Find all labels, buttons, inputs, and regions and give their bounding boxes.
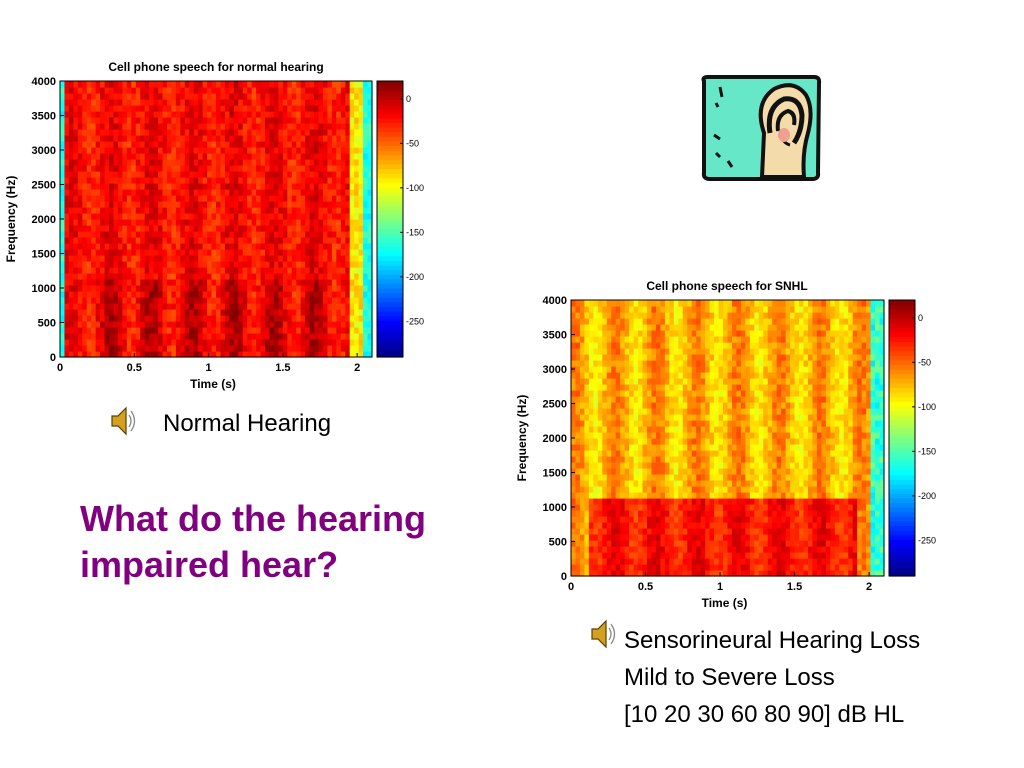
y-tick-label: 0 [561, 571, 567, 583]
x-tick-label: 0.5 [127, 362, 142, 374]
y-axis-label: Frequency (Hz) [515, 395, 529, 482]
colorbar-tick-label: 0 [406, 94, 411, 104]
y-tick-label: 1000 [543, 502, 567, 514]
colorbar-tick-label: -200 [918, 491, 936, 501]
y-tick-label: 4000 [32, 76, 56, 88]
y-tick-label: 3500 [32, 111, 56, 123]
ear-icon [701, 75, 822, 181]
x-tick-label: 1.5 [275, 362, 290, 374]
y-tick-label: 500 [38, 318, 56, 330]
y-tick-label: 2500 [543, 399, 567, 411]
y-tick-label: 3500 [543, 330, 567, 342]
y-tick-label: 1500 [543, 468, 567, 480]
x-tick-label: 0 [568, 581, 574, 593]
colorbar-tick-label: -150 [406, 227, 424, 237]
colorbar-tick-label: 0 [918, 313, 923, 323]
x-tick-label: 0.5 [638, 581, 653, 593]
y-tick-label: 1000 [32, 283, 56, 295]
colorbar-tick-label: -150 [918, 446, 936, 456]
colorbar-tick-label: -50 [918, 357, 931, 367]
y-tick-label: 2000 [543, 433, 567, 445]
speaker-icon[interactable] [110, 404, 140, 438]
y-tick-label: 3000 [543, 364, 567, 376]
y-tick-label: 1500 [32, 249, 56, 261]
y-tick-label: 0 [50, 352, 56, 364]
x-axis-label: Time (s) [702, 596, 748, 610]
slide-title-line2: impaired hear? [80, 544, 339, 585]
colorbar-tick-label: -250 [406, 316, 424, 326]
colorbar-tick-label: -100 [406, 183, 424, 193]
chart-title: Cell phone speech for normal hearing [108, 60, 323, 74]
colorbar-tick-label: -100 [918, 402, 936, 412]
chart-title: Cell phone speech for SNHL [646, 279, 807, 293]
y-axis-label: Frequency (Hz) [4, 176, 18, 263]
caption-snhl-line2: Mild to Severe Loss [624, 664, 835, 691]
caption-normal-hearing: Normal Hearing [163, 410, 332, 437]
x-tick-label: 1.5 [787, 581, 802, 593]
x-tick-label: 1 [206, 362, 212, 374]
caption-snhl: Sensorineural Hearing Loss Mild to Sever… [624, 622, 920, 733]
y-tick-label: 500 [549, 537, 567, 549]
x-tick-label: 2 [354, 362, 360, 374]
y-tick-label: 3000 [32, 145, 56, 157]
colorbar-tick-label: -50 [406, 138, 419, 148]
x-tick-label: 2 [866, 581, 872, 593]
caption-snhl-line1: Sensorineural Hearing Loss [624, 627, 921, 654]
y-tick-label: 4000 [543, 295, 567, 307]
speaker-icon[interactable] [590, 617, 620, 651]
colorbar-tick-label: -250 [918, 535, 936, 545]
x-tick-label: 1 [717, 581, 723, 593]
x-tick-label: 0 [57, 362, 63, 374]
slide-title-line1: What do the hearing [80, 498, 426, 539]
y-tick-label: 2000 [32, 214, 56, 226]
slide-title: What do the hearing impaired hear? [80, 496, 500, 588]
colorbar-tick-label: -200 [406, 272, 424, 282]
caption-snhl-line3: [10 20 30 60 80 90] dB HL [624, 701, 905, 728]
colorbar [377, 81, 403, 358]
y-tick-label: 2500 [32, 180, 56, 192]
x-axis-label: Time (s) [190, 377, 236, 391]
colorbar [889, 300, 915, 577]
